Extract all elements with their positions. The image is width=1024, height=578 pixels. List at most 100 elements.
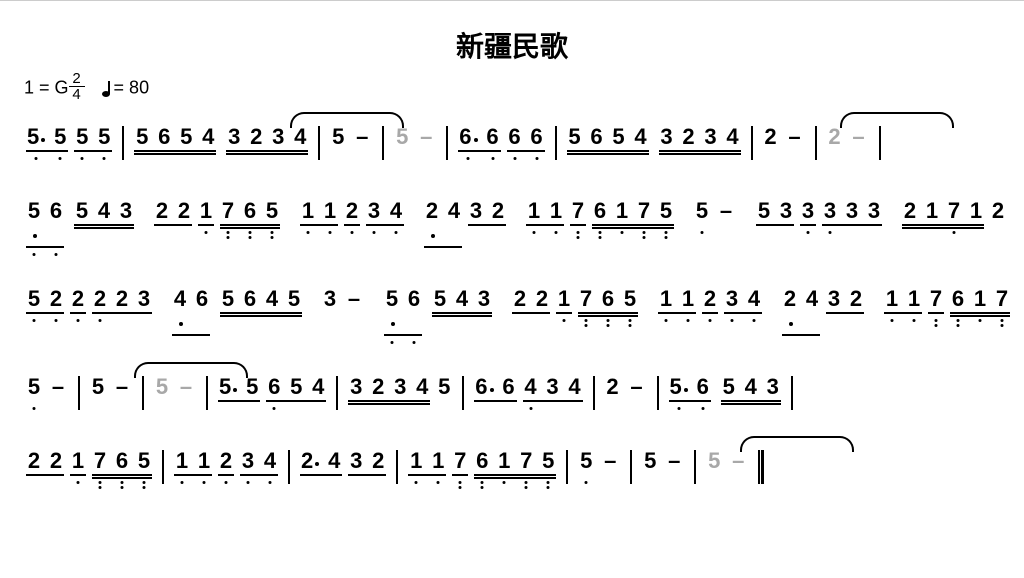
note: 3: [800, 200, 816, 222]
note: 4: [743, 376, 759, 398]
beam-group: 11: [884, 288, 922, 314]
music-body: 5555565432345–5–6666565432342–2–56543221…: [20, 126, 1004, 484]
barline: [593, 376, 595, 410]
beam-group: 2: [344, 200, 360, 226]
beam-group: 24: [782, 288, 820, 336]
music-line: 22176511234243211761755–5–5–: [20, 450, 1004, 484]
barline: [162, 450, 164, 484]
measure: 5–: [20, 376, 74, 398]
note: 1: [526, 200, 542, 222]
beam-group: 765: [220, 200, 280, 226]
note: 5: [669, 376, 689, 398]
note: 5: [578, 450, 594, 472]
measure: 32345: [342, 376, 458, 402]
beam-group: 56: [26, 200, 64, 248]
note: 5: [244, 376, 260, 398]
key-signature: 1 = G: [24, 77, 69, 97]
measure: 5–: [700, 450, 754, 472]
note: 4: [262, 450, 278, 472]
note: 4: [804, 288, 820, 332]
note: 5: [96, 126, 112, 148]
note: 5: [721, 376, 737, 398]
note: 1: [70, 450, 86, 472]
beam-group: 32: [468, 200, 506, 226]
note: 6: [194, 288, 210, 332]
note: 2: [370, 450, 386, 472]
note: 5: [642, 450, 658, 472]
note: 2: [92, 288, 108, 310]
measure: 522223: [20, 288, 158, 314]
barline: [336, 376, 338, 410]
tempo: = 80: [114, 77, 150, 97]
beam-group: 7: [452, 450, 468, 476]
note: 3: [476, 288, 492, 310]
note: 4: [326, 450, 342, 472]
note: –: [48, 376, 68, 398]
note: 5: [706, 450, 722, 472]
beam-group: 765: [92, 450, 152, 476]
note: 5: [658, 200, 674, 222]
note: 5: [384, 288, 400, 332]
note: 7: [578, 288, 594, 310]
note: 6: [242, 200, 258, 222]
note: 6: [507, 126, 523, 148]
note: –: [664, 450, 684, 472]
barline: [751, 126, 753, 160]
measure: 1176175: [520, 200, 680, 226]
beam-group: 6175: [592, 200, 674, 226]
note: 6: [589, 126, 605, 148]
note: 7: [636, 200, 652, 222]
note: –: [627, 376, 647, 398]
barline: [566, 450, 568, 484]
music-line: 5–5–5–5565432345664342–56543: [20, 376, 1004, 410]
measure: 11234: [294, 200, 410, 226]
note: 3: [322, 288, 338, 310]
title: 新疆民歌: [20, 25, 1004, 65]
note: –: [728, 450, 748, 472]
note: 5: [74, 126, 90, 148]
note: 4: [388, 200, 404, 222]
note: 1: [198, 200, 214, 222]
note: 2: [681, 126, 697, 148]
note: –: [176, 376, 196, 398]
note: 4: [264, 288, 280, 310]
note: –: [112, 376, 132, 398]
note: 2: [48, 288, 64, 310]
beam-group: 66: [474, 376, 516, 402]
note: 2: [534, 288, 550, 310]
note: –: [849, 126, 869, 148]
measure: 5–: [84, 376, 138, 398]
note: 3: [348, 376, 364, 398]
note: 3: [765, 376, 781, 398]
note: 6: [266, 376, 282, 398]
measure: 5–: [636, 450, 690, 472]
beam-group: 1: [70, 450, 86, 476]
barline: [206, 376, 208, 410]
barline: [382, 126, 384, 160]
measure: 5555: [20, 126, 118, 152]
note: 4: [96, 200, 112, 222]
barline: [657, 376, 659, 410]
note: 4: [310, 376, 326, 398]
measure: 1176175: [402, 450, 562, 476]
measure: 55654: [212, 376, 332, 402]
note: 3: [468, 200, 484, 222]
note: 2: [218, 450, 234, 472]
note: 5: [622, 288, 638, 310]
note: 5: [756, 200, 772, 222]
note: 2: [248, 126, 264, 148]
note: 2: [114, 288, 130, 310]
measure: 5–: [688, 200, 742, 222]
note: 2: [154, 200, 170, 222]
note: 5: [330, 126, 346, 148]
note: 3: [724, 288, 740, 310]
music-line: 5654322176511234243211761755–53333321712: [20, 200, 1004, 248]
music-line: 5222234656453–56543221765112342432117617: [20, 288, 1004, 336]
note: 5: [432, 288, 448, 310]
measure: 2–: [821, 126, 875, 148]
beam-group: 7: [928, 288, 944, 314]
beam-group: 3234: [659, 126, 741, 152]
measure: 11234: [652, 288, 768, 314]
note: 4: [446, 200, 462, 244]
barline: [630, 450, 632, 484]
